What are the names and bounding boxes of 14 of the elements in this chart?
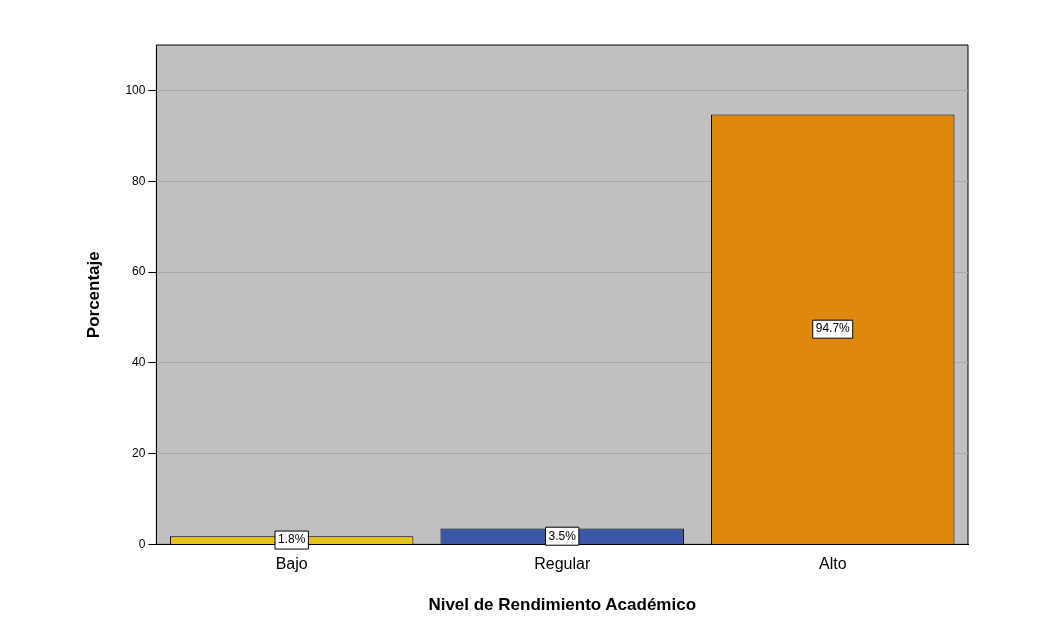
x-tick-label: Regular — [534, 555, 591, 573]
y-tick-label: 0 — [138, 536, 146, 551]
y-axis-title: Porcentaje — [83, 251, 103, 339]
y-tick-label: 80 — [132, 173, 146, 188]
y-tick-label: 100 — [125, 82, 146, 97]
data-label: 94.7% — [815, 321, 851, 336]
x-tick-label: Bajo — [275, 555, 308, 573]
y-tick-label: 20 — [132, 445, 146, 460]
x-tick-label: Alto — [818, 555, 847, 573]
x-axis-title: Nivel de Rendimiento Académico — [428, 595, 697, 615]
data-label: 3.5% — [548, 528, 577, 543]
y-tick-label: 60 — [132, 264, 146, 279]
data-label: 1.8% — [278, 532, 306, 547]
y-tick-label: 40 — [132, 355, 146, 370]
